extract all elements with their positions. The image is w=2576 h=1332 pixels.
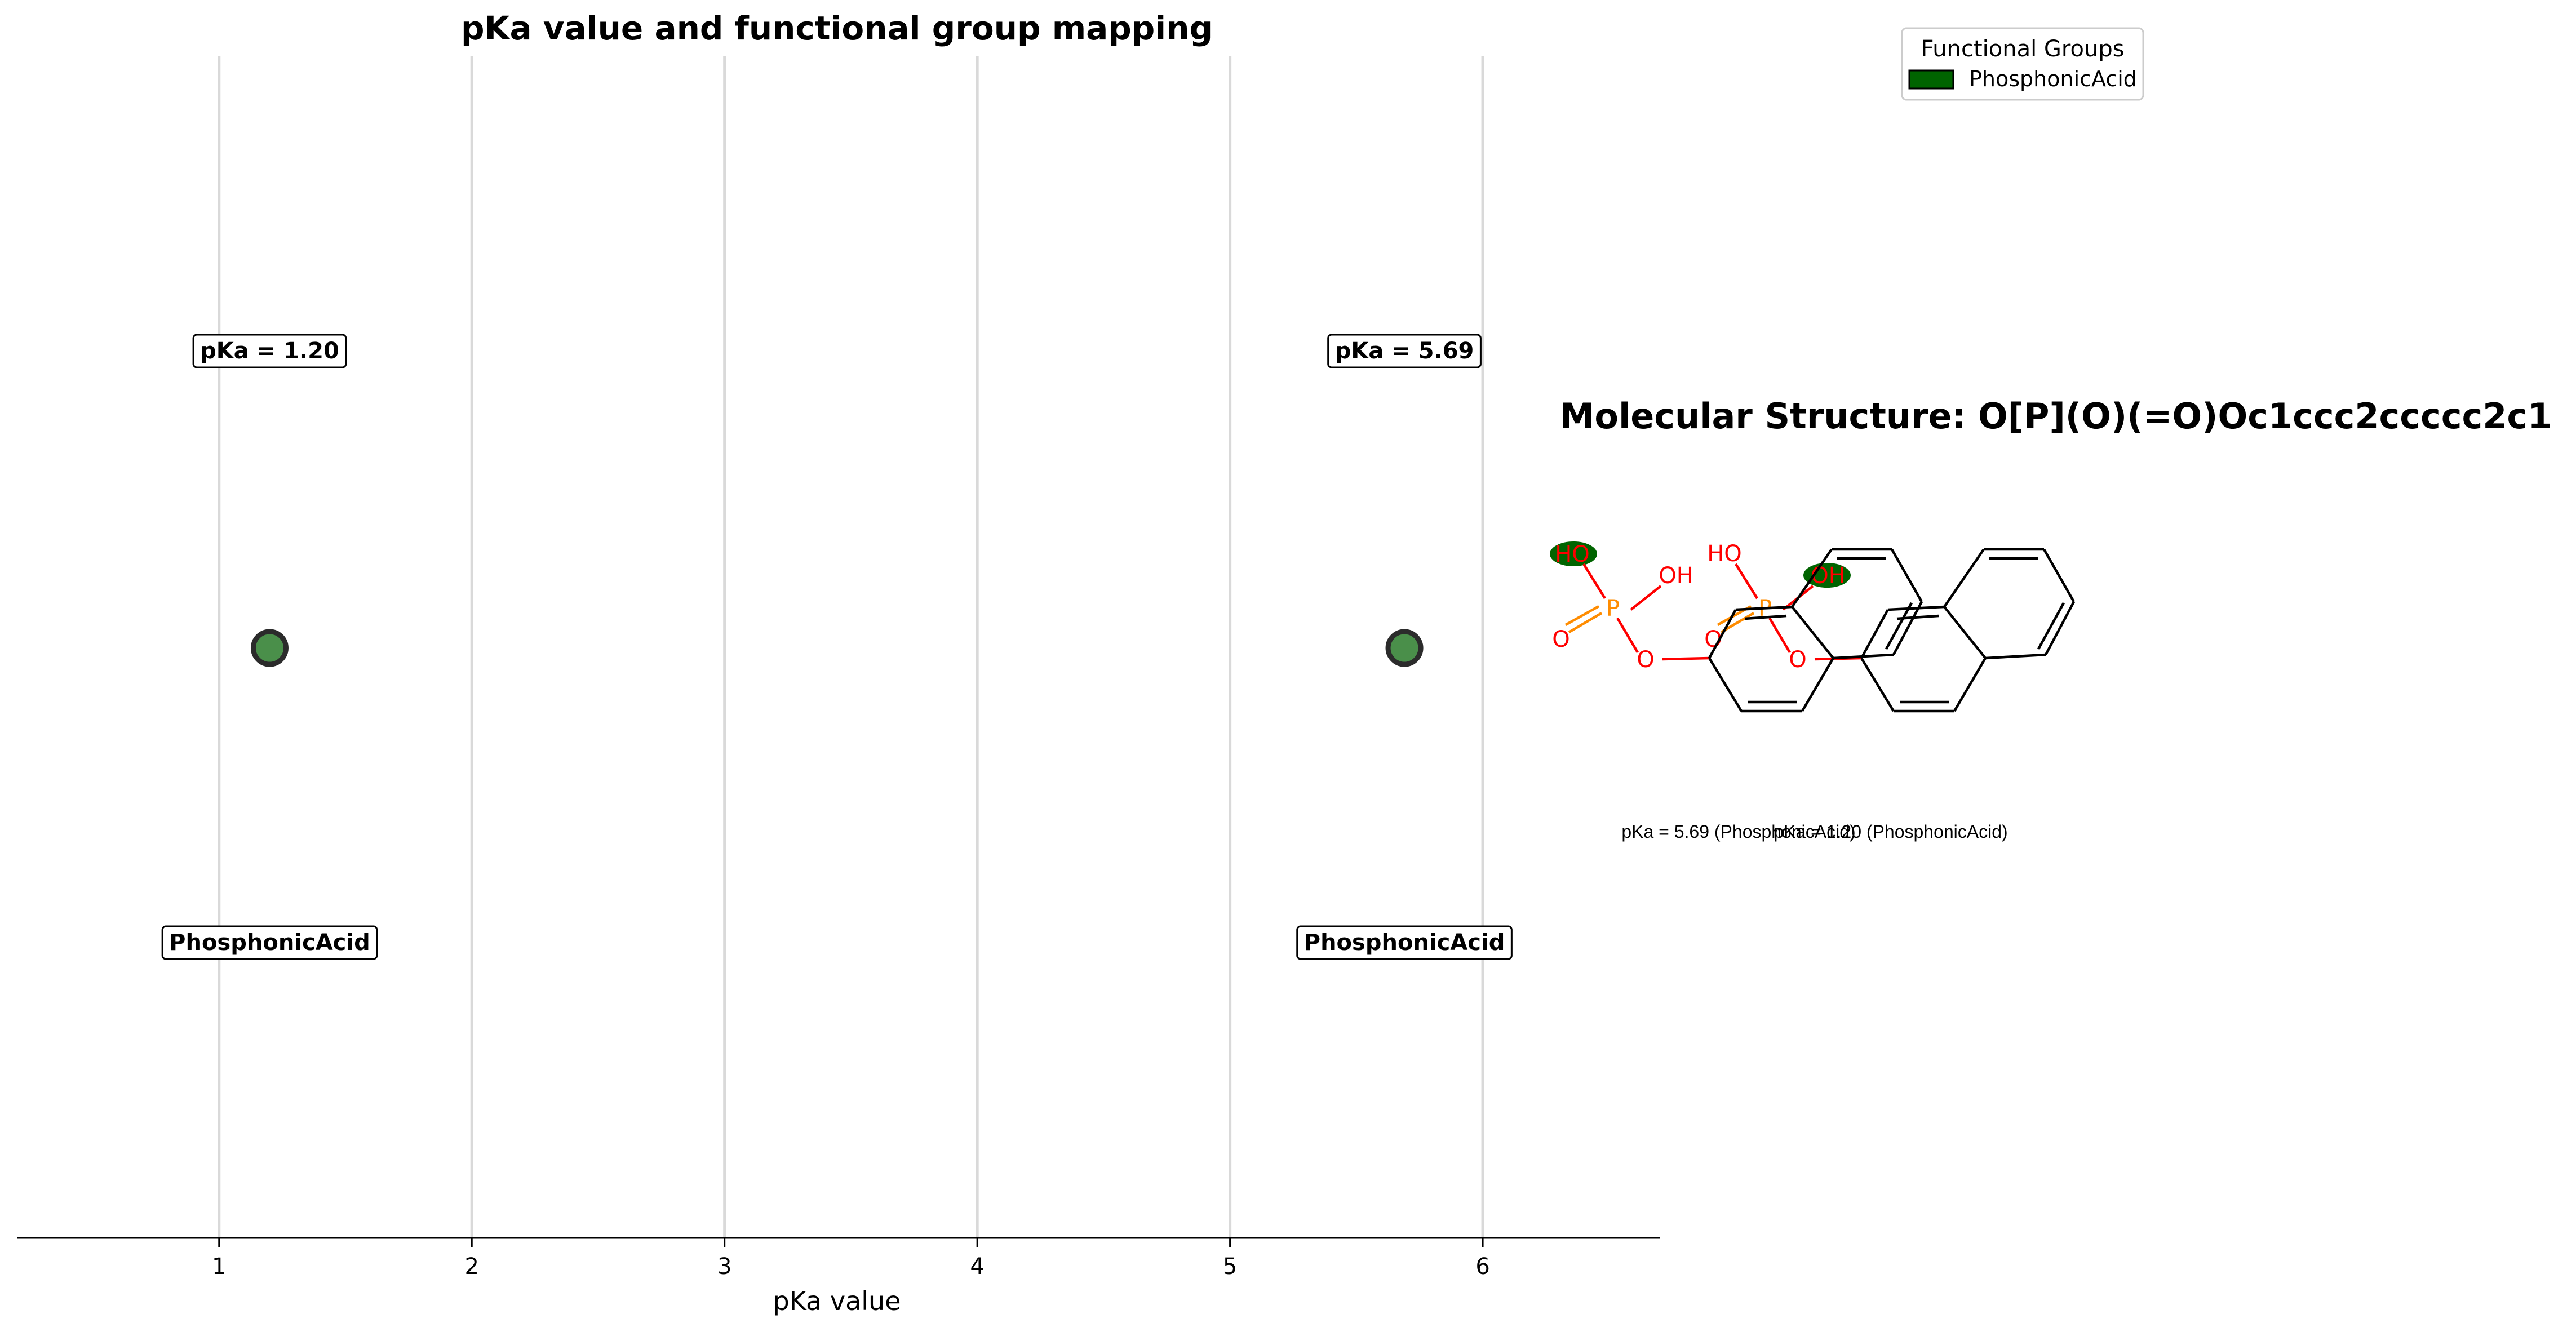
- pka-label-box: pKa = 1.20: [192, 334, 347, 368]
- legend: Functional Groups PhosphonicAcid: [1901, 27, 2144, 101]
- molecule-panel-1: HO OH P O O pKa = 1.20 (PhosphonicAcid): [1704, 541, 2075, 842]
- atom-ho: HO: [1707, 541, 1742, 567]
- molecule-caption: pKa = 5.69 (PhosphonicAcid): [1621, 822, 1855, 842]
- group-label: PhosphonicAcid: [169, 930, 370, 956]
- highlight-oh: [1803, 563, 1851, 588]
- legend-frame: [1901, 27, 2144, 101]
- pka-chart: pKa value and functional group mapping 1…: [17, 9, 1660, 1316]
- atom-o-ring: O: [1789, 647, 1806, 673]
- x-tick-label: 6: [1475, 1254, 1489, 1280]
- molecule-drawing: [1550, 541, 1923, 713]
- pka-label-frame: [192, 334, 347, 368]
- group-label: PhosphonicAcid: [1304, 930, 1505, 956]
- atom-oh: OH: [1811, 563, 1846, 589]
- legend-item-label: PhosphonicAcid: [1969, 66, 2137, 91]
- chart-title: pKa value and functional group mapping: [461, 9, 1213, 47]
- x-ticks: 1 2 3 4 5 6: [212, 1238, 1490, 1280]
- data-point: [1385, 629, 1424, 667]
- data-points: pKa = 1.20 PhosphonicAcid pKa = 5.69 Phosph…: [161, 334, 1513, 960]
- atom-oh: OH: [1659, 563, 1693, 589]
- x-tick-label: 1: [212, 1254, 226, 1280]
- group-label-box: PhosphonicAcid: [1296, 925, 1513, 960]
- pka-label: pKa = 5.69: [1335, 338, 1474, 364]
- atom-p: P: [1606, 596, 1620, 621]
- pka-label-box: pKa = 5.69: [1327, 334, 1482, 368]
- pka-label-frame: [1327, 334, 1482, 368]
- legend-title: Functional Groups: [1921, 36, 2124, 62]
- x-tick-label: 5: [1223, 1254, 1237, 1280]
- group-label-frame: [1296, 925, 1513, 960]
- structure-title: Molecular Structure: O[P](O)(=O)Oc1ccc2c…: [1560, 396, 2552, 437]
- atom-o-double: O: [1552, 627, 1569, 652]
- x-axis-label: pKa value: [773, 1286, 901, 1316]
- grid: [218, 56, 1484, 1238]
- legend-swatch: [1908, 69, 1954, 90]
- x-tick-label: 2: [465, 1254, 479, 1280]
- molecule-caption: pKa = 1.20 (PhosphonicAcid): [1774, 822, 2007, 842]
- atom-ho: HO: [1555, 541, 1590, 567]
- pka-label: pKa = 1.20: [200, 338, 339, 364]
- group-label-box: PhosphonicAcid: [161, 925, 378, 960]
- atom-o-ring: O: [1637, 647, 1654, 673]
- molecule-panel-2: HO OH P O O pKa = 5.69 (PhosphonicAcid): [1550, 541, 1923, 842]
- group-label-frame: [161, 925, 378, 960]
- x-tick-label: 3: [717, 1254, 731, 1280]
- data-point: [250, 629, 289, 667]
- x-tick-label: 4: [970, 1254, 984, 1280]
- highlight-ho: [1550, 541, 1597, 566]
